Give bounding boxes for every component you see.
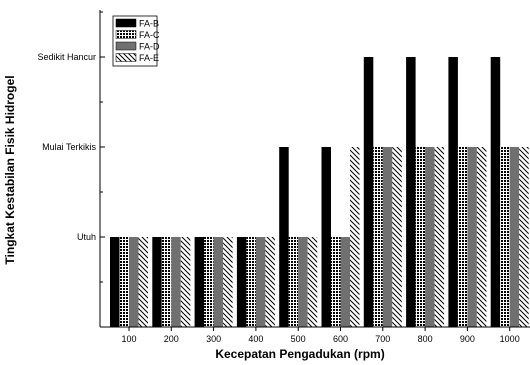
bar-fa-d-500 bbox=[298, 237, 308, 327]
bar-fa-c-700 bbox=[373, 147, 383, 327]
y-ticks: Utuh Mulai Terkikis Sedikit Hancur bbox=[37, 11, 105, 328]
legend-swatch-fa-c bbox=[115, 30, 137, 39]
bar-fa-d-200 bbox=[171, 237, 181, 327]
x-tick-label: 400 bbox=[248, 334, 263, 344]
bar-fa-e-700 bbox=[392, 147, 402, 327]
bar-fa-e-900 bbox=[476, 147, 487, 327]
bars-layer bbox=[110, 57, 529, 327]
legend-label-fa-b: FA-B bbox=[139, 19, 159, 29]
bar-fa-e-400 bbox=[265, 237, 275, 327]
bar-fa-d-800 bbox=[425, 147, 435, 327]
bar-fa-c-500 bbox=[288, 237, 299, 327]
bar-fa-d-300 bbox=[213, 237, 224, 327]
x-axis-title: Kecepatan Pengadukan (rpm) bbox=[215, 347, 384, 361]
bar-fa-c-1000 bbox=[500, 147, 510, 327]
bar-fa-d-600 bbox=[340, 237, 350, 327]
legend-swatch-fa-e bbox=[115, 53, 137, 62]
bar-fa-b-400 bbox=[236, 237, 247, 327]
y-axis-title: Tingkat Kestabilan Fisik Hidrogel bbox=[3, 75, 17, 264]
bar-fa-b-1000 bbox=[490, 57, 501, 327]
bar-fa-e-800 bbox=[434, 147, 445, 327]
bar-fa-d-100 bbox=[129, 237, 139, 327]
bar-fa-d-400 bbox=[255, 237, 266, 327]
legend: FA-BFA-C FA-DFA-E bbox=[112, 15, 160, 67]
bar-fa-c-100 bbox=[119, 237, 129, 327]
legend-label-fa-c: FA-C bbox=[139, 30, 160, 40]
x-tick-label: 1000 bbox=[500, 334, 520, 344]
bar-fa-c-400 bbox=[246, 237, 256, 327]
bar-fa-b-200 bbox=[152, 237, 162, 327]
bar-fa-b-500 bbox=[279, 147, 289, 327]
y-tick-label: Sedikit Hancur bbox=[37, 52, 96, 62]
x-tick-label: 800 bbox=[418, 334, 433, 344]
bar-fa-d-700 bbox=[382, 147, 393, 327]
bar-fa-b-600 bbox=[321, 147, 331, 327]
bar-fa-b-800 bbox=[406, 57, 416, 327]
bar-fa-e-600 bbox=[350, 147, 360, 327]
x-tick-label: 300 bbox=[206, 334, 221, 344]
legend-label-fa-d: FA-D bbox=[139, 42, 160, 52]
bar-fa-e-200 bbox=[180, 237, 191, 327]
x-tick-label: 900 bbox=[460, 334, 475, 344]
bar-fa-e-100 bbox=[138, 237, 148, 327]
bar-fa-c-200 bbox=[161, 237, 172, 327]
x-tick-label: 200 bbox=[164, 334, 179, 344]
bar-fa-d-1000 bbox=[509, 147, 520, 327]
bar-fa-b-700 bbox=[363, 57, 374, 327]
bar-fa-c-600 bbox=[331, 237, 341, 327]
x-tick-label: 700 bbox=[375, 334, 390, 344]
bar-fa-e-500 bbox=[307, 237, 318, 327]
y-tick-label: Mulai Terkikis bbox=[42, 142, 96, 152]
x-tick-label: 500 bbox=[291, 334, 306, 344]
legend-swatch-fa-d bbox=[115, 41, 137, 51]
bar-fa-e-1000 bbox=[519, 147, 529, 327]
x-ticks: 100 200 300 400 500 600 700 800 900 1000 bbox=[121, 327, 520, 344]
bar-fa-c-900 bbox=[457, 147, 468, 327]
bar-fa-c-300 bbox=[204, 237, 214, 327]
bar-fa-b-900 bbox=[448, 57, 458, 327]
y-tick-label: Utuh bbox=[77, 232, 96, 242]
bar-fa-e-300 bbox=[223, 237, 233, 327]
legend-label-fa-e: FA-E bbox=[139, 53, 159, 63]
bar-fa-d-900 bbox=[467, 147, 477, 327]
bar-fa-b-100 bbox=[110, 237, 120, 327]
x-tick-label: 600 bbox=[333, 334, 348, 344]
legend-swatch-fa-b bbox=[115, 18, 137, 28]
x-tick-label: 100 bbox=[121, 334, 136, 344]
bar-fa-b-300 bbox=[194, 237, 205, 327]
bar-fa-c-800 bbox=[415, 147, 426, 327]
